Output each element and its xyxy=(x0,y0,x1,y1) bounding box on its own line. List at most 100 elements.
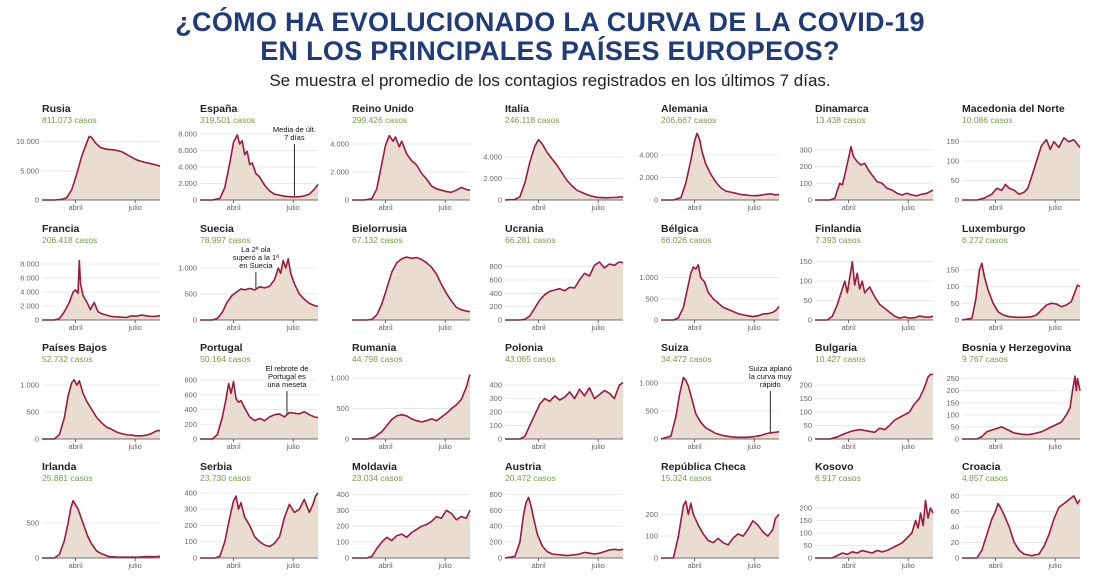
y-tick-label: 500 xyxy=(645,294,658,303)
x-tick-label: julio xyxy=(590,203,604,212)
x-tick-label: abril xyxy=(378,203,393,212)
area-fill xyxy=(815,261,933,320)
x-tick-label: abril xyxy=(988,323,1003,332)
x-tick-label: abril xyxy=(841,561,856,570)
y-tick-label: 200 xyxy=(799,381,812,390)
x-tick-label: julio xyxy=(437,323,451,332)
y-tick-label: 150 xyxy=(799,257,812,266)
area-chart: 0 200 400 600 800 abril julio xyxy=(489,490,624,570)
y-tick-label: 200 xyxy=(946,386,959,395)
y-tick-label: 60 xyxy=(951,507,959,516)
case-count: 319.501 casos xyxy=(200,115,256,125)
series-line xyxy=(42,259,161,321)
area-chart: abril julio xyxy=(352,256,471,332)
chart-panel-portugal: Portugal 50.164 casos 0 200 400 600 800 abril ju… xyxy=(184,342,319,454)
x-tick-label: abril xyxy=(988,203,1003,212)
case-count: 25.881 casos xyxy=(42,473,93,483)
case-count: 43.065 casos xyxy=(505,354,556,364)
case-count: 246.118 casos xyxy=(505,115,560,125)
x-tick-label: abril xyxy=(988,561,1003,570)
y-tick-label: 100 xyxy=(946,410,959,419)
series-line xyxy=(200,492,319,559)
country-name: Rusia xyxy=(42,103,71,115)
area-chart: 0 20 40 60 80 abril julio xyxy=(951,491,1081,570)
case-count: 206.667 casos xyxy=(661,115,717,125)
y-tick-label: 2.000 xyxy=(483,174,502,183)
y-tick-label: 0 xyxy=(955,435,959,444)
y-tick-label: 200 xyxy=(489,408,502,417)
series-line xyxy=(961,262,1081,321)
title-line-1: ¿CÓMO HA EVOLUCIONADO LA CURVA DE LA COV… xyxy=(175,7,925,37)
y-tick-label: 0 xyxy=(808,554,812,563)
x-tick-label: julio xyxy=(746,442,760,451)
x-tick-label: julio xyxy=(285,323,299,332)
x-tick-label: abril xyxy=(687,203,702,212)
y-tick-label: 0 xyxy=(35,196,39,205)
series-line xyxy=(42,135,161,201)
y-tick-label: 100 xyxy=(946,282,959,291)
x-tick-label: julio xyxy=(1047,323,1061,332)
x-tick-label: abril xyxy=(841,203,856,212)
y-tick-label: 1.000 xyxy=(639,379,658,388)
case-count: 811.073 casos xyxy=(42,115,97,125)
country-name: Francia xyxy=(42,223,80,235)
country-name: Alemania xyxy=(661,103,708,115)
area-chart: 0 2.000 4.000 6.000 8.000 abril julio xyxy=(20,259,161,332)
series-line xyxy=(352,374,471,440)
x-tick-label: abril xyxy=(226,323,241,332)
country-name: Polonia xyxy=(505,342,543,354)
area-fill xyxy=(42,260,160,320)
case-count: 44.798 casos xyxy=(352,354,403,364)
area-fill xyxy=(661,264,779,320)
y-tick-label: 200 xyxy=(799,162,812,171)
case-count: 66.281 casos xyxy=(505,235,556,245)
country-name: España xyxy=(200,103,238,115)
x-tick-label: abril xyxy=(988,442,1003,451)
case-count: 299.426 casos xyxy=(352,115,408,125)
area-chart: 0 2.000 4.000 abril julio xyxy=(330,134,471,212)
y-tick-label: 2.000 xyxy=(20,302,39,311)
y-tick-label: 600 xyxy=(489,506,502,515)
y-tick-label: 0 xyxy=(498,196,502,205)
annotation-text: Suiza aplanó xyxy=(749,364,792,373)
x-tick-label: abril xyxy=(226,203,241,212)
y-tick-label: 800 xyxy=(184,376,197,385)
y-tick-label: 10.000 xyxy=(16,137,39,146)
chart-panel-luxemburgo: Luxemburgo 6.272 casos 0 50 100 150 abril julio xyxy=(946,223,1081,335)
country-name: Bélgica xyxy=(661,223,699,235)
y-tick-label: 150 xyxy=(799,394,812,403)
chart-panel-irlanda: Irlanda 25.881 casos 0 500 abril julio xyxy=(26,461,161,573)
y-tick-label: 100 xyxy=(184,537,197,546)
annotation-text: en Suecia xyxy=(239,261,273,270)
y-tick-label: 400 xyxy=(489,522,502,531)
series-line xyxy=(962,375,1081,440)
y-tick-label: 50 xyxy=(804,541,812,550)
annotation-text: 7 días xyxy=(284,133,305,142)
series-line xyxy=(815,373,933,440)
area-chart: 0 100 200 300 400 abril julio xyxy=(336,490,471,570)
case-count: 10.086 casos xyxy=(962,115,1013,125)
y-tick-label: 300 xyxy=(489,394,502,403)
series-line xyxy=(815,145,934,201)
area-fill xyxy=(505,497,623,558)
x-tick-label: julio xyxy=(746,323,760,332)
y-tick-label: 0 xyxy=(654,316,658,325)
area-fill xyxy=(42,379,160,439)
area-chart: 0 500 1.000 abril julio xyxy=(330,374,471,451)
y-tick-label: 80 xyxy=(951,491,959,500)
page-title: ¿CÓMO HA EVOLUCIONADO LA CURVA DE LA COV… xyxy=(0,8,1100,66)
area-fill xyxy=(200,258,318,320)
country-name: Rumania xyxy=(352,342,397,354)
y-tick-label: 0 xyxy=(955,316,959,325)
x-tick-label: julio xyxy=(746,561,760,570)
annotation-text: El rebrote de xyxy=(265,364,308,373)
y-tick-label: 100 xyxy=(799,277,812,286)
country-name: Ucrania xyxy=(505,223,544,235)
area-fill xyxy=(962,263,1080,320)
x-tick-label: abril xyxy=(531,203,546,212)
y-tick-label: 20 xyxy=(951,538,959,547)
series-line xyxy=(660,376,780,440)
country-name: República Checa xyxy=(661,461,746,473)
y-tick-label: 0 xyxy=(345,435,349,444)
